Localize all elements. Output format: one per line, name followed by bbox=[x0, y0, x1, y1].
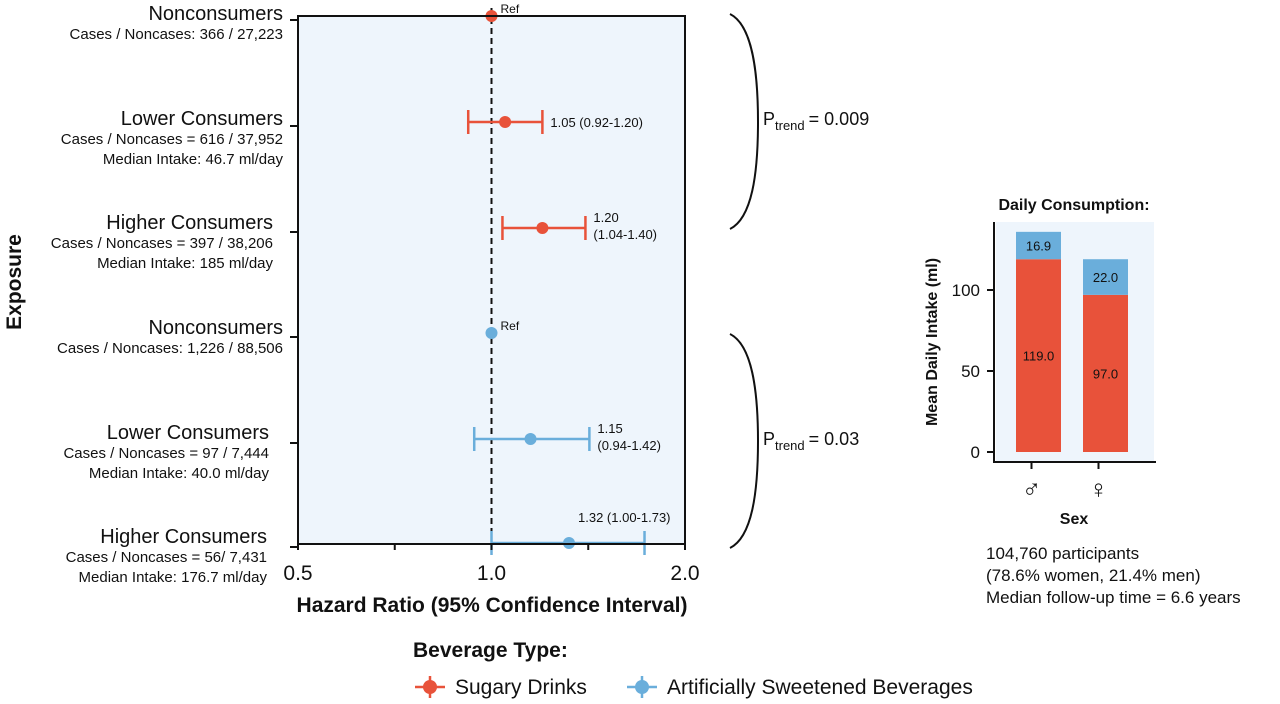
bar-segment bbox=[1083, 294, 1128, 452]
sex-split-text: (78.6% women, 21.4% men) bbox=[986, 566, 1201, 585]
bar-y-tick-label: 50 bbox=[961, 362, 980, 381]
forest-row-detail: Median Intake: 46.7 ml/day bbox=[103, 151, 284, 168]
bar-y-tick-label: 100 bbox=[952, 281, 980, 300]
forest-point bbox=[536, 222, 549, 234]
forest-x-tick-label: 0.5 bbox=[283, 562, 312, 585]
bar-segment bbox=[1083, 259, 1128, 295]
forest-row-detail: Cases / Noncases: 366 / 27,223 bbox=[70, 26, 283, 43]
forest-point-label: 1.32 (1.00-1.73) bbox=[578, 510, 671, 525]
bar-x-tick-label: ♂ bbox=[1022, 474, 1042, 504]
forest-row-detail: Median Intake: 185 ml/day bbox=[97, 255, 273, 272]
forest-row-detail: Cases / Noncases = 97 / 7,444 bbox=[63, 445, 269, 462]
forest-x-axis-title: Hazard Ratio (95% Confidence Interval) bbox=[297, 594, 688, 617]
forest-point-label: 1.05 (0.92-1.20) bbox=[550, 115, 643, 130]
forest-row-title: Nonconsumers bbox=[148, 317, 283, 339]
legend-marker-artificial-dot bbox=[635, 680, 649, 694]
bar-y-axis-title: Mean Daily Intake (ml) bbox=[924, 258, 941, 426]
forest-x-tick-label: 1.0 bbox=[477, 562, 506, 585]
forest-row-detail: Cases / Noncases = 397 / 38,206 bbox=[51, 235, 273, 252]
legend-label-artificial: Artificially Sweetened Beverages bbox=[667, 676, 973, 699]
forest-point bbox=[524, 433, 537, 445]
forest-y-axis-title: Exposure bbox=[3, 234, 26, 330]
forest-row-detail: Cases / Noncases = 616 / 37,952 bbox=[61, 131, 283, 148]
legend-item-artificial: Artificially Sweetened Beverages bbox=[627, 676, 973, 699]
forest-row-detail: Median Intake: 40.0 ml/day bbox=[89, 465, 270, 482]
bar-axes bbox=[993, 222, 1156, 463]
forest-row-detail: Cases / Noncases = 56/ 7,431 bbox=[66, 549, 267, 566]
forest-point-label: 1.20 bbox=[593, 210, 618, 225]
forest-point-label: (1.04-1.40) bbox=[593, 227, 657, 242]
bar-x-tick-label: ♀ bbox=[1089, 474, 1109, 504]
follow-up-text: Median follow-up time = 6.6 years bbox=[986, 588, 1241, 607]
forest-row-detail: Cases / Noncases: 1,226 / 88,506 bbox=[57, 340, 283, 357]
bar-segment bbox=[1016, 259, 1061, 452]
bar-value-label: 22.0 bbox=[1093, 270, 1118, 285]
bar-value-label: 119.0 bbox=[1023, 349, 1055, 364]
study-summary: 104,760 participants (78.6% women, 21.4%… bbox=[986, 543, 1241, 609]
forest-point-label: 1.15 bbox=[597, 421, 622, 436]
bar-x-axis-title: Sex bbox=[1060, 511, 1089, 528]
forest-point-ref bbox=[485, 327, 498, 339]
bar-value-label: 16.9 bbox=[1026, 239, 1051, 254]
bar-value-label: 97.0 bbox=[1093, 366, 1118, 381]
forest-row-title: Nonconsumers bbox=[148, 3, 283, 25]
forest-ref-label: Ref bbox=[501, 2, 520, 16]
p-trend-sugary: Ptrend = 0.009 bbox=[763, 109, 869, 133]
participants-text: 104,760 participants bbox=[986, 544, 1140, 563]
legend-title: Beverage Type: bbox=[413, 639, 568, 662]
bar-y-ticks: 0 50 100 bbox=[952, 281, 994, 462]
trend-brace-artificial bbox=[729, 333, 760, 549]
forest-row-title: Lower Consumers bbox=[107, 422, 269, 444]
forest-y-ticks bbox=[290, 19, 298, 548]
forest-point bbox=[499, 116, 512, 128]
bar-x-ticks: ♂ ♀ bbox=[1022, 462, 1109, 504]
legend-marker-sugary-dot bbox=[423, 680, 437, 694]
forest-x-tick-labels: 0.5 1.0 2.0 bbox=[283, 562, 699, 585]
bar-segment bbox=[1016, 231, 1061, 260]
p-trend-artificial: Ptrend = 0.03 bbox=[763, 429, 859, 453]
forest-ref-label: Ref bbox=[501, 319, 520, 333]
legend-label-sugary: Sugary Drinks bbox=[455, 676, 587, 699]
bar-marks: 119.0 16.9 97.0 22.0 bbox=[1016, 231, 1128, 452]
forest-row-title: Higher Consumers bbox=[100, 526, 267, 548]
bar-y-tick-label: 0 bbox=[971, 443, 980, 462]
forest-point-label: (0.94-1.42) bbox=[597, 438, 661, 453]
forest-row-detail: Median Intake: 176.7 ml/day bbox=[79, 569, 268, 586]
legend-item-sugary: Sugary Drinks bbox=[415, 676, 587, 699]
trend-brace-sugary bbox=[729, 13, 760, 230]
forest-row-title: Higher Consumers bbox=[106, 212, 273, 234]
forest-x-ticks bbox=[297, 544, 686, 550]
forest-x-tick-label: 2.0 bbox=[670, 562, 699, 585]
forest-row-title: Lower Consumers bbox=[121, 108, 283, 130]
bar-chart-title: Daily Consumption: bbox=[998, 197, 1149, 214]
